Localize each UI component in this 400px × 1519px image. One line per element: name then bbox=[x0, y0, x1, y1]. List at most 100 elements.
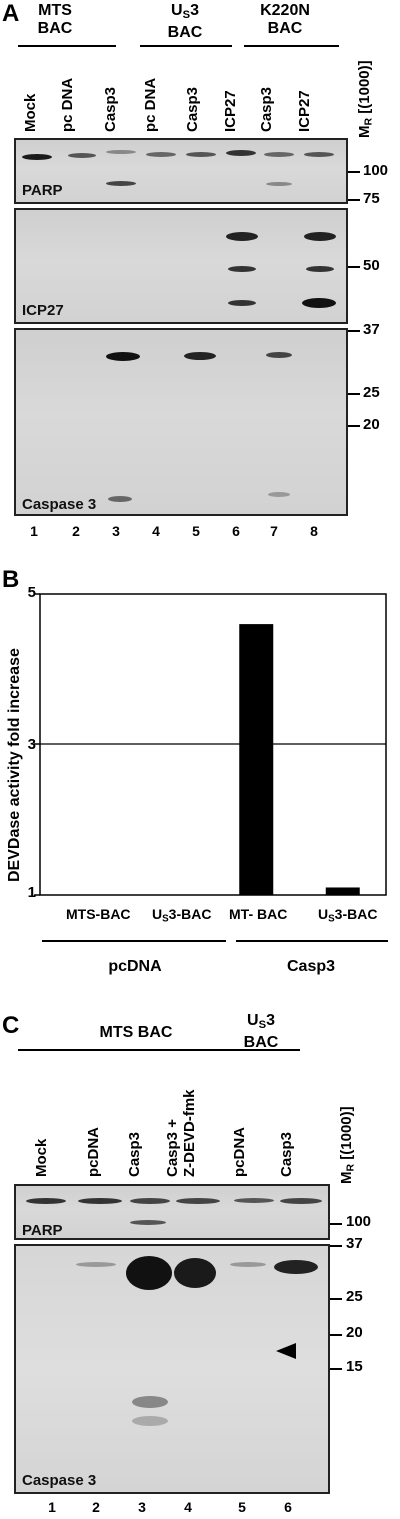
panel-b-label: B bbox=[2, 566, 20, 593]
group-underline-mts-c bbox=[18, 1049, 226, 1051]
category-label-3: MT- BAC bbox=[229, 906, 288, 922]
band bbox=[280, 1198, 322, 1204]
marker-15-c: 15 bbox=[346, 1358, 363, 1375]
lane-number-a5: 5 bbox=[192, 523, 200, 539]
blot-name-caspase3-a: Caspase 3 bbox=[22, 496, 97, 513]
marker-20-c: 20 bbox=[346, 1324, 363, 1341]
marker-25-c: 25 bbox=[346, 1288, 363, 1305]
lane-label-c2: pcDNA bbox=[85, 1126, 102, 1177]
group-header-us3: US3 BAC bbox=[167, 2, 203, 41]
group-underline-casp3 bbox=[236, 940, 388, 942]
blot-name-caspase3-c: Caspase 3 bbox=[22, 1472, 97, 1489]
marker-tick bbox=[330, 1368, 342, 1370]
y-tick-1: 1 bbox=[27, 884, 36, 901]
marker-100-a: 100 bbox=[363, 162, 389, 179]
group-underline-us3 bbox=[140, 45, 232, 47]
bar-3 bbox=[239, 624, 274, 895]
band bbox=[108, 496, 132, 502]
lane-label-c6: Casp3 bbox=[278, 1131, 295, 1177]
marker-100-c: 100 bbox=[346, 1213, 372, 1230]
band bbox=[130, 1220, 166, 1225]
lane-label-c5: pcDNA bbox=[231, 1126, 248, 1177]
group-header-us3-c: US3 BAC bbox=[243, 1012, 279, 1051]
band bbox=[146, 152, 176, 157]
blot-parp-c: PARP bbox=[14, 1184, 330, 1240]
lane-number-a7: 7 bbox=[270, 523, 278, 539]
lane-number-c2: 2 bbox=[92, 1499, 100, 1515]
lane-number-a6: 6 bbox=[232, 523, 240, 539]
y-tick-5: 5 bbox=[27, 584, 36, 601]
band bbox=[306, 266, 334, 272]
blot-caspase3-a: Caspase 3 bbox=[14, 328, 348, 516]
band bbox=[174, 1258, 216, 1288]
arrowhead-icon bbox=[276, 1343, 296, 1359]
panel-a-label: A bbox=[2, 0, 20, 27]
lane-number-c6: 6 bbox=[284, 1499, 292, 1515]
bar-4 bbox=[325, 887, 360, 895]
band bbox=[230, 1262, 266, 1267]
lane-label-c4: Casp3 + Z-DEVD-fmk bbox=[164, 1089, 198, 1177]
category-label-2: US3-BAC bbox=[152, 906, 212, 925]
band bbox=[22, 154, 52, 160]
y-tick-3: 3 bbox=[27, 736, 36, 753]
band bbox=[106, 352, 140, 361]
marker-25-a: 25 bbox=[363, 384, 380, 401]
lane-number-a2: 2 bbox=[72, 523, 80, 539]
band bbox=[68, 153, 96, 158]
lane-number-a3: 3 bbox=[112, 523, 120, 539]
marker-37-a: 37 bbox=[363, 321, 380, 338]
blot-name-parp-a: PARP bbox=[22, 182, 63, 199]
marker-75-a: 75 bbox=[363, 190, 380, 207]
blot-name-icp27-a: ICP27 bbox=[22, 302, 64, 319]
marker-tick bbox=[330, 1334, 342, 1336]
marker-tick bbox=[330, 1298, 342, 1300]
marker-tick bbox=[330, 1245, 342, 1247]
category-label-1: MTS-BAC bbox=[66, 906, 131, 922]
group-underline-us3-c bbox=[222, 1049, 300, 1051]
marker-tick bbox=[348, 199, 360, 201]
group-underline-mts bbox=[18, 45, 116, 47]
marker-50-a: 50 bbox=[363, 257, 380, 274]
blot-name-parp-c: PARP bbox=[22, 1222, 63, 1239]
group-header-mts: MTS BAC bbox=[37, 2, 73, 37]
band bbox=[184, 352, 216, 360]
band bbox=[132, 1396, 168, 1408]
lane-number-c1: 1 bbox=[48, 1499, 56, 1515]
band bbox=[304, 232, 336, 241]
lane-label-c3: Casp3 bbox=[126, 1131, 143, 1177]
band bbox=[130, 1198, 170, 1204]
band bbox=[228, 266, 256, 272]
band bbox=[132, 1416, 168, 1426]
band bbox=[234, 1198, 274, 1203]
lane-label-c1: Mock bbox=[33, 1138, 50, 1177]
band bbox=[268, 492, 290, 497]
band bbox=[302, 298, 336, 308]
band bbox=[304, 152, 334, 157]
group-underline-pcdna bbox=[42, 940, 226, 942]
group-label-casp3: Casp3 bbox=[286, 958, 336, 975]
band bbox=[126, 1256, 172, 1290]
blot-caspase3-c: Caspase 3 bbox=[14, 1244, 330, 1494]
marker-tick bbox=[348, 330, 360, 332]
blot-parp-a: PARP bbox=[14, 138, 348, 204]
band bbox=[266, 182, 292, 186]
mr-label-c: MR [(1000)] bbox=[338, 1106, 357, 1184]
lane-number-a8: 8 bbox=[310, 523, 318, 539]
group-header-mts-c: MTS BAC bbox=[99, 1024, 173, 1041]
band bbox=[274, 1260, 318, 1274]
marker-37-c: 37 bbox=[346, 1235, 363, 1252]
lane-number-a1: 1 bbox=[30, 523, 38, 539]
band bbox=[228, 300, 256, 306]
marker-20-a: 20 bbox=[363, 416, 380, 433]
lane-number-c4: 4 bbox=[184, 1499, 192, 1515]
panel-c-label: C bbox=[2, 1012, 20, 1039]
band bbox=[226, 150, 256, 156]
band bbox=[176, 1198, 220, 1204]
lane-number-c3: 3 bbox=[138, 1499, 146, 1515]
band bbox=[76, 1262, 116, 1267]
group-underline-k220n bbox=[244, 45, 339, 47]
band bbox=[106, 181, 136, 186]
blot-icp27-a: ICP27 bbox=[14, 208, 348, 324]
group-header-k220n: K220N BAC bbox=[260, 2, 310, 37]
